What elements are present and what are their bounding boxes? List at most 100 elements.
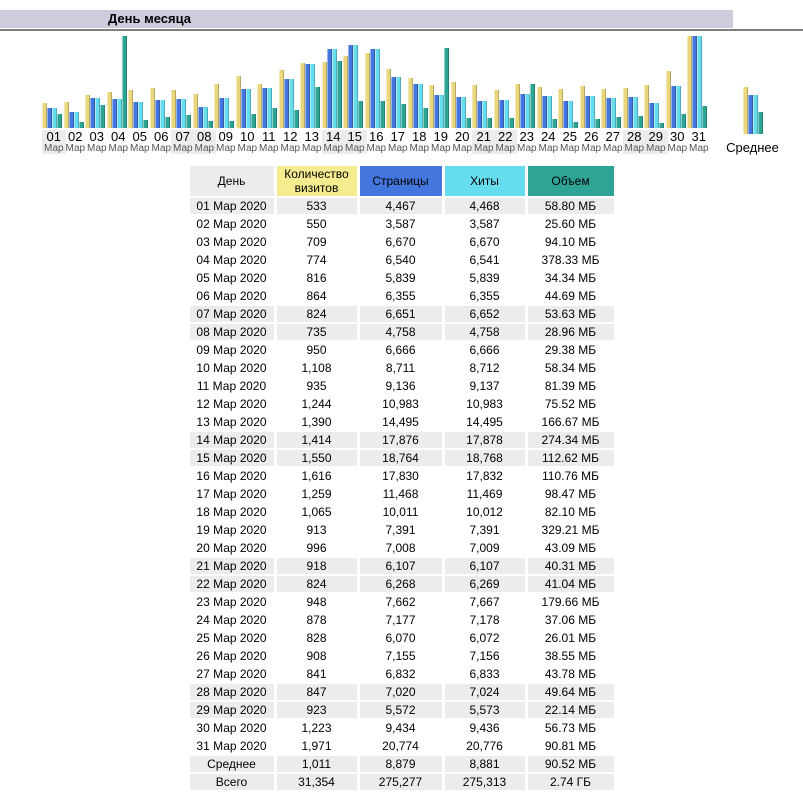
bar-volume xyxy=(444,48,449,128)
chart-day-label: 14 Мар xyxy=(321,129,346,154)
chart-day-label: 23 Мар xyxy=(517,129,537,154)
chart-day-slot: 17 Мар xyxy=(386,36,408,154)
cell-visits: 950 xyxy=(306,343,327,357)
chart-day-label: 06 Мар xyxy=(151,129,172,154)
chart-day-slot: 11 Мар xyxy=(257,36,279,154)
bar-group xyxy=(42,36,62,128)
bar-pages xyxy=(305,64,310,128)
cell-pages: 7,155 xyxy=(385,649,416,663)
cell-visits: 1,550 xyxy=(276,450,357,466)
bar-volume xyxy=(229,121,234,128)
bar-visits xyxy=(386,69,391,128)
cell-hits: 6,652 xyxy=(444,306,525,322)
bar-hits xyxy=(374,49,380,128)
cell-hits: 6,670 xyxy=(469,235,500,249)
chart-average-slot: Среднее xyxy=(717,42,789,154)
chart-month-label: Мар xyxy=(388,143,408,154)
bar-visits xyxy=(300,63,305,128)
bar-volume xyxy=(702,106,707,128)
column-header-hits: Хиты xyxy=(444,166,525,196)
bar-visits xyxy=(450,82,456,128)
bar-group xyxy=(235,36,256,128)
bar-visits xyxy=(63,102,69,128)
bar-volume xyxy=(757,112,763,134)
cell-visits: 918 xyxy=(276,558,357,574)
cell-date: 07 Мар 2020 xyxy=(189,306,274,322)
table-row: 15 Мар 2020 1,550 18,764 18,768 112.62 МБ xyxy=(189,450,614,466)
chart-day-label: 19 Мар xyxy=(431,129,451,154)
cell-hits: 14,495 xyxy=(466,415,503,429)
cell-visits: 824 xyxy=(276,306,357,322)
bar-hits xyxy=(396,77,401,128)
bar-hits xyxy=(611,98,616,128)
bar-pages xyxy=(584,96,590,128)
chart-day-label: 12 Мар xyxy=(280,129,301,154)
cell-volume: 90.52 МБ xyxy=(527,756,614,772)
cell-date: 20 Мар 2020 xyxy=(196,541,267,555)
cell-pages: 7,008 xyxy=(385,541,416,555)
table-row: 04 Мар 2020 774 6,540 6,541 378.33 МБ xyxy=(190,252,614,268)
chart-day-label: 16 Мар xyxy=(366,129,387,154)
cell-pages: 8,711 xyxy=(385,361,416,375)
cell-visits: 709 xyxy=(306,235,327,249)
bar-group xyxy=(472,36,492,128)
table-row: 09 Мар 2020 950 6,666 6,666 29.38 МБ xyxy=(190,342,614,358)
cell-date: 18 Мар 2020 xyxy=(196,505,267,519)
table-row: 10 Мар 2020 1,108 8,711 8,712 58.34 МБ xyxy=(190,360,614,376)
cell-hits: 11,469 xyxy=(466,487,503,501)
cell-volume: 166.67 МБ xyxy=(541,415,600,429)
bar-visits xyxy=(235,76,241,128)
chart-day-label: 29 Мар xyxy=(644,129,668,154)
chart-day-label: 28 Мар xyxy=(622,129,647,154)
cell-pages: 8,879 xyxy=(359,756,442,772)
table-row: 13 Мар 2020 1,390 14,495 14,495 166.67 МБ xyxy=(190,414,614,430)
cell-pages: 7,177 xyxy=(385,613,416,627)
chart-day-label: 07 Мар xyxy=(171,129,195,154)
bar-volume xyxy=(293,110,299,128)
chart-day-slot: 06 Мар xyxy=(149,36,172,154)
bar-volume xyxy=(487,118,492,128)
bar-hits xyxy=(460,97,466,128)
cell-hits: 10,983 xyxy=(466,397,503,411)
table-row: 30 Мар 2020 1,223 9,434 9,436 56.73 МБ xyxy=(190,720,614,736)
chart-day-label: 04 Мар xyxy=(108,129,129,154)
cell-hits: 9,137 xyxy=(469,379,500,393)
chart-day-label: 30 Мар xyxy=(667,129,688,154)
cell-visits: 816 xyxy=(306,271,327,285)
cell-pages: 9,136 xyxy=(385,379,416,393)
bar-group xyxy=(687,36,707,128)
cell-pages: 6,355 xyxy=(385,289,416,303)
chart-day-label: 01 Мар xyxy=(42,129,66,154)
cell-volume: 98.47 МБ xyxy=(544,487,597,501)
bar-group xyxy=(622,36,643,128)
chart-day-slot: 15 Мар xyxy=(343,36,367,154)
cell-visits: 948 xyxy=(306,595,327,609)
cell-hits: 7,024 xyxy=(444,684,525,700)
cell-pages: 6,832 xyxy=(385,667,416,681)
cell-date: 02 Мар 2020 xyxy=(196,217,267,231)
cell-pages: 20,774 xyxy=(382,739,419,753)
bar-pages xyxy=(133,102,138,128)
bar-hits xyxy=(116,99,122,128)
cell-pages: 17,876 xyxy=(359,432,442,448)
cell-pages: 18,764 xyxy=(359,450,442,466)
bar-hits xyxy=(331,49,337,128)
bar-pages xyxy=(197,107,203,128)
bar-group xyxy=(85,36,105,128)
bar-visits xyxy=(106,92,112,128)
cell-visits: 828 xyxy=(306,631,327,645)
chart-day-label: 09 Мар xyxy=(216,129,236,154)
cell-volume: 37.06 МБ xyxy=(544,613,597,627)
chart-month-label: Мар xyxy=(538,143,559,154)
chart-day-slot: 21 Мар xyxy=(472,36,496,154)
bar-pages xyxy=(219,98,224,128)
cell-volume: 41.04 МБ xyxy=(527,576,614,592)
cell-date: 09 Мар 2020 xyxy=(196,343,267,357)
cell-volume: 82.10 МБ xyxy=(544,505,597,519)
table-row: 19 Мар 2020 913 7,391 7,391 329.21 МБ xyxy=(190,522,614,538)
chart-day-label: 24 Мар xyxy=(538,129,559,154)
chart-day-label: 20 Мар xyxy=(452,129,473,154)
chart-month-label: Мар xyxy=(603,143,623,154)
table-row: 08 Мар 2020 735 4,758 4,758 28.96 МБ xyxy=(189,324,614,340)
table-row: 24 Мар 2020 878 7,177 7,178 37.06 МБ xyxy=(190,612,614,628)
